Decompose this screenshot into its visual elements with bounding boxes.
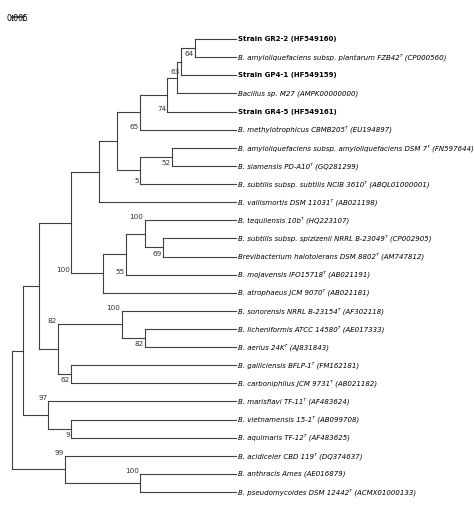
- Text: 9: 9: [65, 432, 70, 438]
- Text: 63: 63: [171, 69, 180, 75]
- Text: 74: 74: [157, 106, 166, 111]
- Text: B. sonorensis NRRL B-23154ᵀ (AF302118): B. sonorensis NRRL B-23154ᵀ (AF302118): [238, 307, 384, 314]
- Text: 100: 100: [129, 214, 143, 220]
- Text: B. siamensis PD-A10ᵀ (GQ281299): B. siamensis PD-A10ᵀ (GQ281299): [238, 162, 359, 170]
- Text: B. pseudomycoides DSM 12442ᵀ (ACMX01000133): B. pseudomycoides DSM 12442ᵀ (ACMX010001…: [238, 488, 416, 496]
- Text: B. acidiceler CBD 119ᵀ (DQ374637): B. acidiceler CBD 119ᵀ (DQ374637): [238, 452, 363, 460]
- Text: 69: 69: [153, 250, 162, 256]
- Text: B. galliciensis BFLP-1ᵀ (FM162181): B. galliciensis BFLP-1ᵀ (FM162181): [238, 362, 359, 369]
- Text: B. atrophaeus JCM 9070ᵀ (AB021181): B. atrophaeus JCM 9070ᵀ (AB021181): [238, 289, 370, 297]
- Text: B. amyloliquefaciens subsp. plantarum FZB42ᵀ (CP000560): B. amyloliquefaciens subsp. plantarum FZ…: [238, 53, 447, 61]
- Text: 100: 100: [125, 468, 139, 474]
- Text: 52: 52: [162, 160, 171, 166]
- Text: Strain GP4-1 (HF549159): Strain GP4-1 (HF549159): [238, 72, 337, 78]
- Text: 62: 62: [61, 378, 70, 383]
- Text: B. subtilis subsp. spizizenii NRRL B-23049ᵀ (CP002905): B. subtilis subsp. spizizenii NRRL B-230…: [238, 234, 432, 242]
- Text: B. anthracis Ames (AE016879): B. anthracis Ames (AE016879): [238, 470, 346, 477]
- Text: B. tequilensis 10bᵀ (HQ223107): B. tequilensis 10bᵀ (HQ223107): [238, 216, 349, 224]
- Text: B. marisflavi TF-11ᵀ (AF483624): B. marisflavi TF-11ᵀ (AF483624): [238, 398, 350, 405]
- Text: 100: 100: [107, 305, 120, 311]
- Text: 5: 5: [134, 178, 139, 184]
- Text: B. aquimaris TF-12ᵀ (AF483625): B. aquimaris TF-12ᵀ (AF483625): [238, 434, 350, 442]
- Text: B. licheniformis ATCC 14580ᵀ (AE017333): B. licheniformis ATCC 14580ᵀ (AE017333): [238, 325, 384, 333]
- Text: B. vietnamensis 15-1ᵀ (AB099708): B. vietnamensis 15-1ᵀ (AB099708): [238, 416, 359, 423]
- Text: B. carboniphilus JCM 9731ᵀ (AB021182): B. carboniphilus JCM 9731ᵀ (AB021182): [238, 380, 377, 387]
- Text: B. subtilis subsp. subtilis NCIB 3610ᵀ (ABQL01000001): B. subtilis subsp. subtilis NCIB 3610ᵀ (…: [238, 180, 430, 188]
- Text: Bacillus sp. M27 (AMPK00000000): Bacillus sp. M27 (AMPK00000000): [238, 90, 358, 96]
- Text: B. amyloliquefaciens subsp. amyloliquefaciens DSM 7ᵀ (FN597644): B. amyloliquefaciens subsp. amyloliquefa…: [238, 144, 474, 151]
- Text: 55: 55: [116, 269, 125, 274]
- Text: B. vallismortis DSM 11031ᵀ (AB021198): B. vallismortis DSM 11031ᵀ (AB021198): [238, 199, 378, 206]
- Text: 97: 97: [38, 396, 47, 402]
- Text: 65: 65: [129, 124, 139, 130]
- Text: 82: 82: [47, 319, 56, 324]
- Text: 99: 99: [54, 450, 64, 456]
- Text: 0.005: 0.005: [7, 14, 28, 23]
- Text: 82: 82: [134, 341, 143, 347]
- Text: 100: 100: [56, 267, 70, 273]
- Text: Strain GR2-2 (HF549160): Strain GR2-2 (HF549160): [238, 36, 337, 42]
- Text: Strain GR4-5 (HF549161): Strain GR4-5 (HF549161): [238, 109, 337, 114]
- Text: B. methylotrophicus CBMB205ᵀ (EU194897): B. methylotrophicus CBMB205ᵀ (EU194897): [238, 126, 392, 133]
- Text: B. mojavensis IFO15718ᵀ (AB021191): B. mojavensis IFO15718ᵀ (AB021191): [238, 271, 370, 279]
- Text: Brevibacterium halotolerans DSM 8802ᵀ (AM747812): Brevibacterium halotolerans DSM 8802ᵀ (A…: [238, 253, 425, 260]
- Text: 64: 64: [184, 51, 194, 57]
- Text: B. aerius 24Kᵀ (AJ831843): B. aerius 24Kᵀ (AJ831843): [238, 343, 329, 351]
